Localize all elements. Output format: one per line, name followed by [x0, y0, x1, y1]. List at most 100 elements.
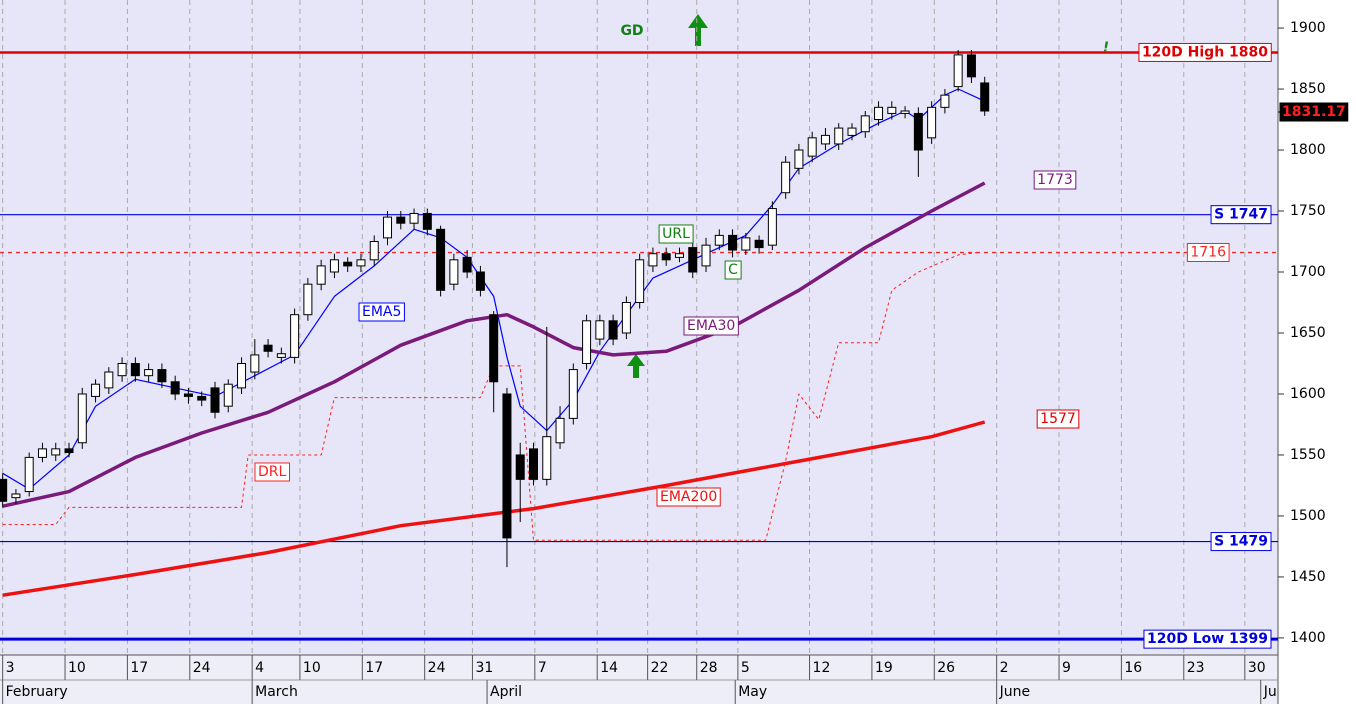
candle-body	[940, 94, 950, 108]
candle-body	[860, 115, 870, 133]
month-label: Ju	[1263, 684, 1277, 700]
level-label: S 1479	[1214, 534, 1268, 550]
label-box	[1036, 409, 1080, 429]
month-label: February	[6, 684, 68, 700]
label-box	[683, 316, 739, 336]
annotation: 1577	[1040, 411, 1076, 427]
label-box	[1210, 205, 1272, 225]
candle-body	[0, 478, 8, 502]
candle-body	[263, 344, 273, 352]
candle-body	[820, 134, 830, 145]
y-tick-label: 1550	[1290, 447, 1326, 463]
candle-body	[767, 208, 777, 246]
label-box	[658, 224, 694, 244]
candle-body	[316, 265, 326, 285]
candle-body	[157, 369, 167, 383]
candle-body	[542, 436, 552, 480]
candle-body	[449, 259, 459, 285]
candle-body	[91, 383, 101, 397]
x-tick-label: 19	[875, 660, 893, 676]
x-tick-label: 9	[1062, 660, 1071, 676]
candle-body	[701, 244, 711, 267]
x-tick-label: 4	[255, 660, 264, 676]
candle-body	[728, 234, 738, 251]
candle-body	[356, 259, 366, 267]
month-label: April	[490, 684, 522, 700]
candle-body	[582, 320, 592, 364]
candle-body	[515, 454, 525, 480]
candle-body	[608, 320, 618, 340]
x-tick-label: 17	[365, 660, 383, 676]
candle-body	[874, 106, 884, 121]
y-tick-label: 1700	[1290, 264, 1326, 280]
candle-body	[396, 216, 406, 224]
plot-background	[0, 0, 1278, 655]
candle-body	[927, 106, 937, 139]
label-box	[724, 260, 742, 280]
x-tick-label: 30	[1248, 660, 1266, 676]
series-line	[2, 88, 985, 490]
candle-body	[383, 216, 393, 239]
candle-body	[555, 417, 565, 444]
annotation: GD	[620, 23, 643, 39]
candle-body	[635, 259, 645, 303]
label-box	[254, 462, 291, 482]
y-tick-label: 1850	[1290, 81, 1326, 97]
candle-body	[688, 247, 698, 273]
label-box	[1033, 170, 1077, 190]
x-tick-label: 5	[741, 660, 750, 676]
series-label: EMA200	[660, 489, 717, 505]
candle-body	[714, 234, 724, 246]
y-tick-label: 1800	[1290, 142, 1326, 158]
candle-body	[436, 228, 446, 291]
level-label: 1716	[1190, 244, 1226, 260]
annotation: 1773	[1037, 172, 1073, 188]
label-box	[1210, 532, 1272, 552]
candle-body	[741, 237, 751, 251]
level-label: S 1747	[1214, 207, 1268, 223]
annotation: C	[728, 262, 738, 278]
candle-body	[197, 395, 207, 401]
candle-body	[51, 448, 61, 456]
candle-body	[104, 371, 114, 389]
candle-body	[409, 212, 419, 224]
candle-body	[77, 393, 87, 444]
candle-body	[887, 106, 897, 114]
series-line	[2, 252, 979, 541]
candle-body	[475, 271, 485, 291]
x-tick-label: 2	[1000, 660, 1009, 676]
candle-body	[117, 362, 127, 377]
candle-body	[462, 256, 472, 273]
month-label: June	[999, 684, 1031, 700]
candle-body	[595, 320, 605, 340]
label-box	[1138, 42, 1272, 62]
candle-body	[489, 314, 499, 383]
candle-body	[183, 393, 193, 397]
x-tick-label: 28	[700, 660, 718, 676]
y-tick-label: 1650	[1290, 325, 1326, 341]
up-arrow	[688, 14, 708, 46]
candle-body	[369, 241, 379, 261]
x-tick-label: 16	[1124, 660, 1142, 676]
candle-body	[674, 253, 684, 258]
candle-body	[913, 112, 923, 151]
candle-body	[24, 456, 34, 493]
y-tick-label: 1600	[1290, 386, 1326, 402]
x-tick-label: 26	[937, 660, 955, 676]
x-tick-label: 17	[130, 660, 148, 676]
x-tick-label: 10	[68, 660, 86, 676]
level-label: 120D Low 1399	[1147, 631, 1268, 647]
x-tick-label: 24	[193, 660, 211, 676]
candle-body	[144, 369, 154, 377]
candle-body	[834, 127, 844, 145]
candle-body	[170, 381, 180, 395]
y-tick-label: 1400	[1290, 630, 1326, 646]
annotation: !	[1103, 40, 1109, 56]
x-tick-label: 10	[303, 660, 321, 676]
candle-body	[343, 261, 353, 267]
month-label: March	[255, 684, 298, 700]
series-label: EMA30	[687, 318, 735, 334]
candle-body	[980, 82, 990, 112]
label-box	[656, 487, 721, 507]
